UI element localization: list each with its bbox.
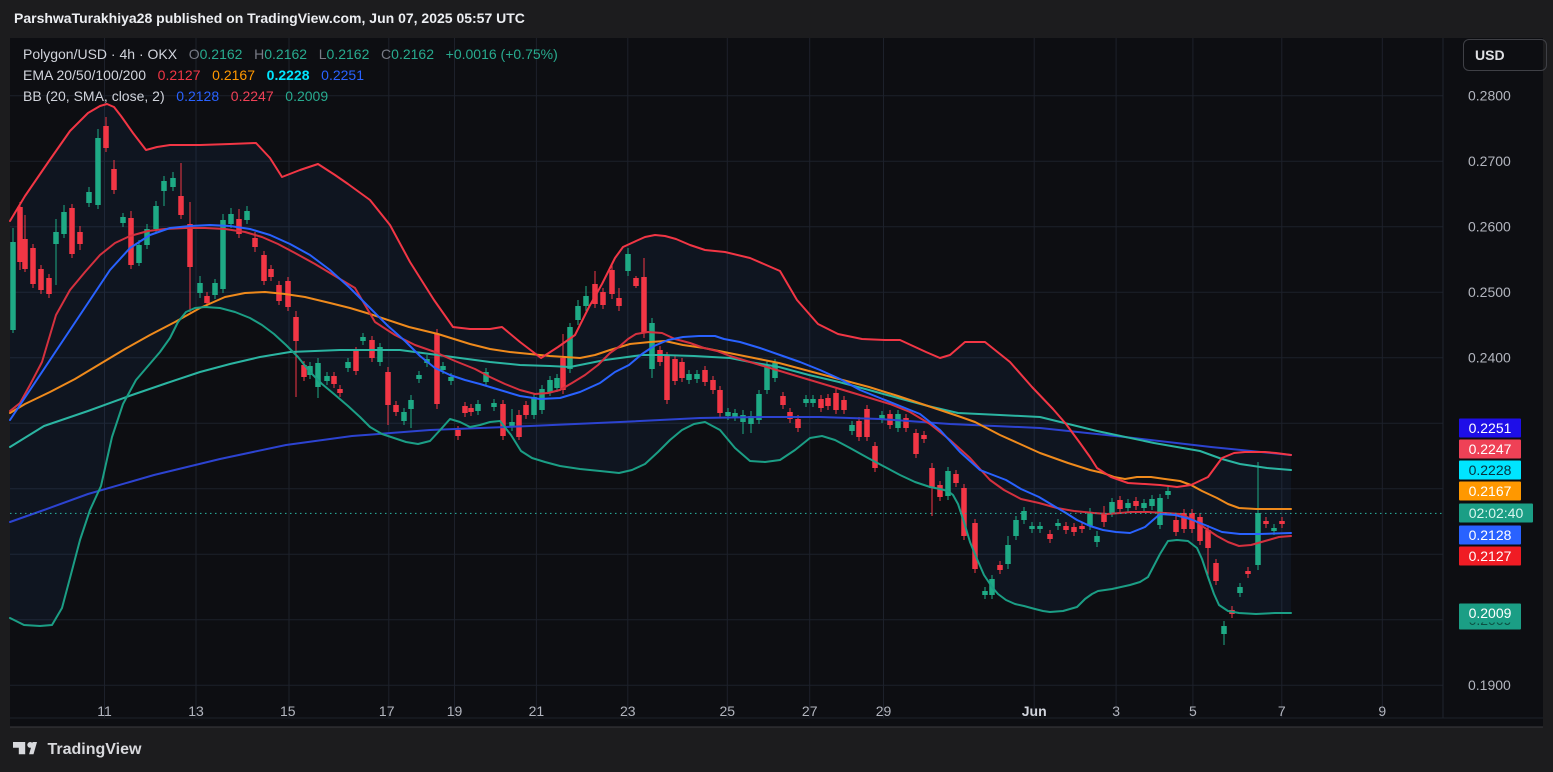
svg-text:0.2009: 0.2009 bbox=[1469, 605, 1512, 621]
svg-text:0.2247: 0.2247 bbox=[1469, 441, 1512, 457]
svg-text:0.2167: 0.2167 bbox=[1469, 483, 1512, 499]
svg-text:02:02:40: 02:02:40 bbox=[1469, 505, 1524, 521]
svg-text:27: 27 bbox=[802, 703, 818, 719]
svg-text:0.2251: 0.2251 bbox=[1469, 420, 1512, 436]
svg-text:0.2500: 0.2500 bbox=[1468, 284, 1511, 300]
svg-text:3: 3 bbox=[1112, 703, 1120, 719]
svg-text:11: 11 bbox=[97, 703, 112, 719]
svg-text:0.2600: 0.2600 bbox=[1468, 219, 1511, 235]
svg-text:19: 19 bbox=[447, 703, 463, 719]
svg-text:0.2228: 0.2228 bbox=[1469, 462, 1512, 478]
svg-text:0.2800: 0.2800 bbox=[1468, 88, 1511, 104]
svg-text:5: 5 bbox=[1189, 703, 1197, 719]
svg-text:0.2128: 0.2128 bbox=[1469, 527, 1512, 543]
svg-text:29: 29 bbox=[876, 703, 892, 719]
svg-text:25: 25 bbox=[720, 703, 736, 719]
svg-text:9: 9 bbox=[1378, 703, 1386, 719]
svg-text:17: 17 bbox=[379, 703, 395, 719]
svg-text:0.1900: 0.1900 bbox=[1468, 677, 1511, 693]
svg-text:0.2400: 0.2400 bbox=[1468, 350, 1511, 366]
svg-text:15: 15 bbox=[280, 703, 296, 719]
svg-text:23: 23 bbox=[620, 703, 636, 719]
svg-text:13: 13 bbox=[188, 703, 204, 719]
svg-text:7: 7 bbox=[1278, 703, 1286, 719]
svg-text:Jun: Jun bbox=[1022, 703, 1047, 719]
svg-text:21: 21 bbox=[529, 703, 545, 719]
svg-text:0.2700: 0.2700 bbox=[1468, 153, 1511, 169]
svg-text:0.2127: 0.2127 bbox=[1469, 548, 1512, 564]
